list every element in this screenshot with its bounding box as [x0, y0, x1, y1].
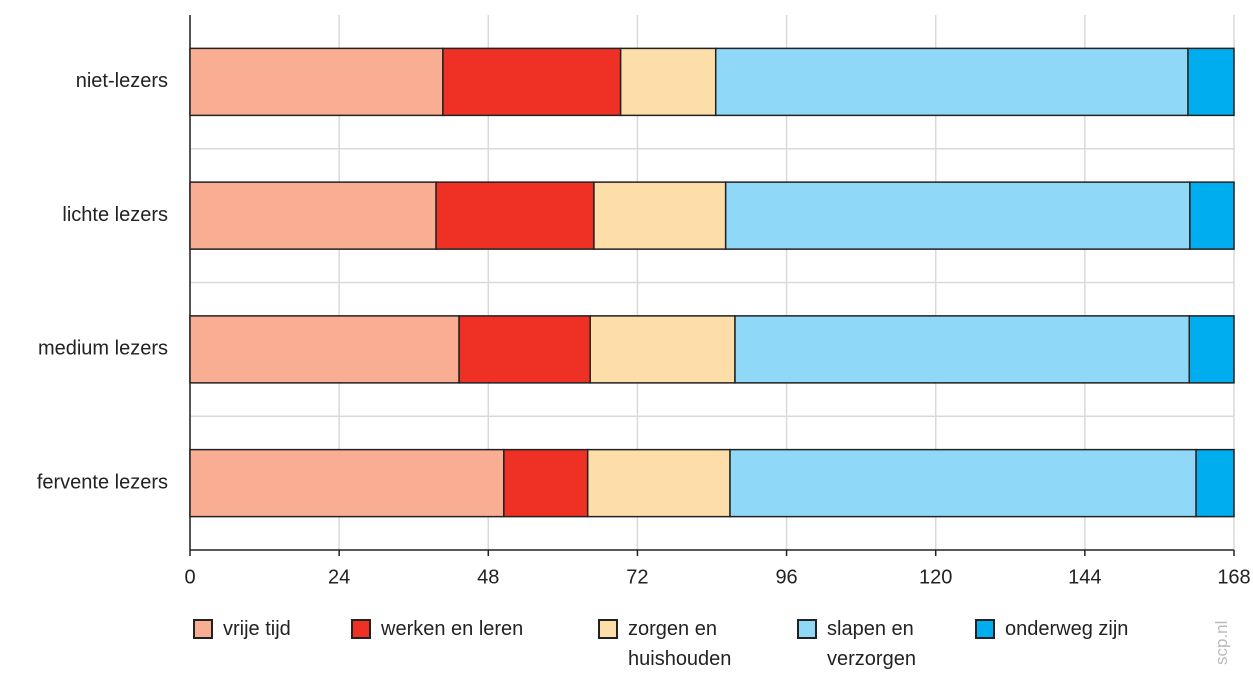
- bar-segment: [189, 47, 444, 117]
- legend-label: onderweg zijn: [1005, 618, 1129, 640]
- bar-segment: [729, 448, 1197, 518]
- legend-label: zorgen en huishouden: [628, 618, 732, 670]
- legend-item: vrije tijd: [193, 614, 291, 644]
- bar-segment: [189, 315, 460, 384]
- bar-segment: [1195, 448, 1235, 518]
- legend-item: onderweg zijn: [975, 614, 1128, 644]
- legend-swatch: [351, 619, 371, 639]
- y-tick-label: medium lezers: [38, 338, 168, 360]
- bar-segment: [593, 181, 727, 250]
- bar-segment: [1189, 181, 1235, 250]
- legend-swatch: [975, 619, 995, 639]
- legend-swatch: [797, 619, 817, 639]
- bar-segment: [734, 315, 1191, 384]
- bar-segment: [442, 47, 622, 117]
- bar-segment: [714, 47, 1189, 117]
- y-tick-label: lichte lezers: [62, 204, 168, 226]
- legend-item: zorgen en huishouden: [598, 614, 793, 674]
- x-tick-label: 168: [1217, 566, 1250, 588]
- bar-segment: [586, 448, 731, 518]
- bar-segment: [724, 181, 1191, 250]
- x-tick-label: 0: [184, 566, 195, 588]
- legend-label: slapen en verzorgen: [827, 618, 916, 670]
- bar-segment: [503, 448, 589, 518]
- legend-swatch: [193, 619, 213, 639]
- legend-item: slapen en verzorgen: [797, 614, 971, 674]
- bar-segment: [435, 181, 595, 250]
- legend-label: vrije tijd: [223, 618, 291, 640]
- y-tick-label: niet-lezers: [76, 70, 168, 92]
- x-tick-label: 144: [1068, 566, 1101, 588]
- watermark: scp.nl: [1212, 620, 1231, 665]
- bar-segment: [589, 315, 736, 384]
- x-tick-label: 48: [477, 566, 499, 588]
- x-tick-label: 72: [626, 566, 648, 588]
- bar-segment: [189, 448, 505, 518]
- bar-segment: [1187, 47, 1235, 117]
- x-tick-label: 24: [328, 566, 350, 588]
- bar-segment: [458, 315, 591, 384]
- legend-label: werken en leren: [381, 618, 524, 640]
- y-tick-label: fervente lezers: [37, 471, 168, 493]
- bar-segment: [619, 47, 717, 117]
- legend-swatch: [598, 619, 618, 639]
- legend-item: werken en leren: [351, 614, 523, 644]
- bar-segment: [1188, 315, 1235, 384]
- x-tick-label: 120: [919, 566, 952, 588]
- x-tick-label: 96: [775, 566, 797, 588]
- bar-segment: [189, 181, 437, 250]
